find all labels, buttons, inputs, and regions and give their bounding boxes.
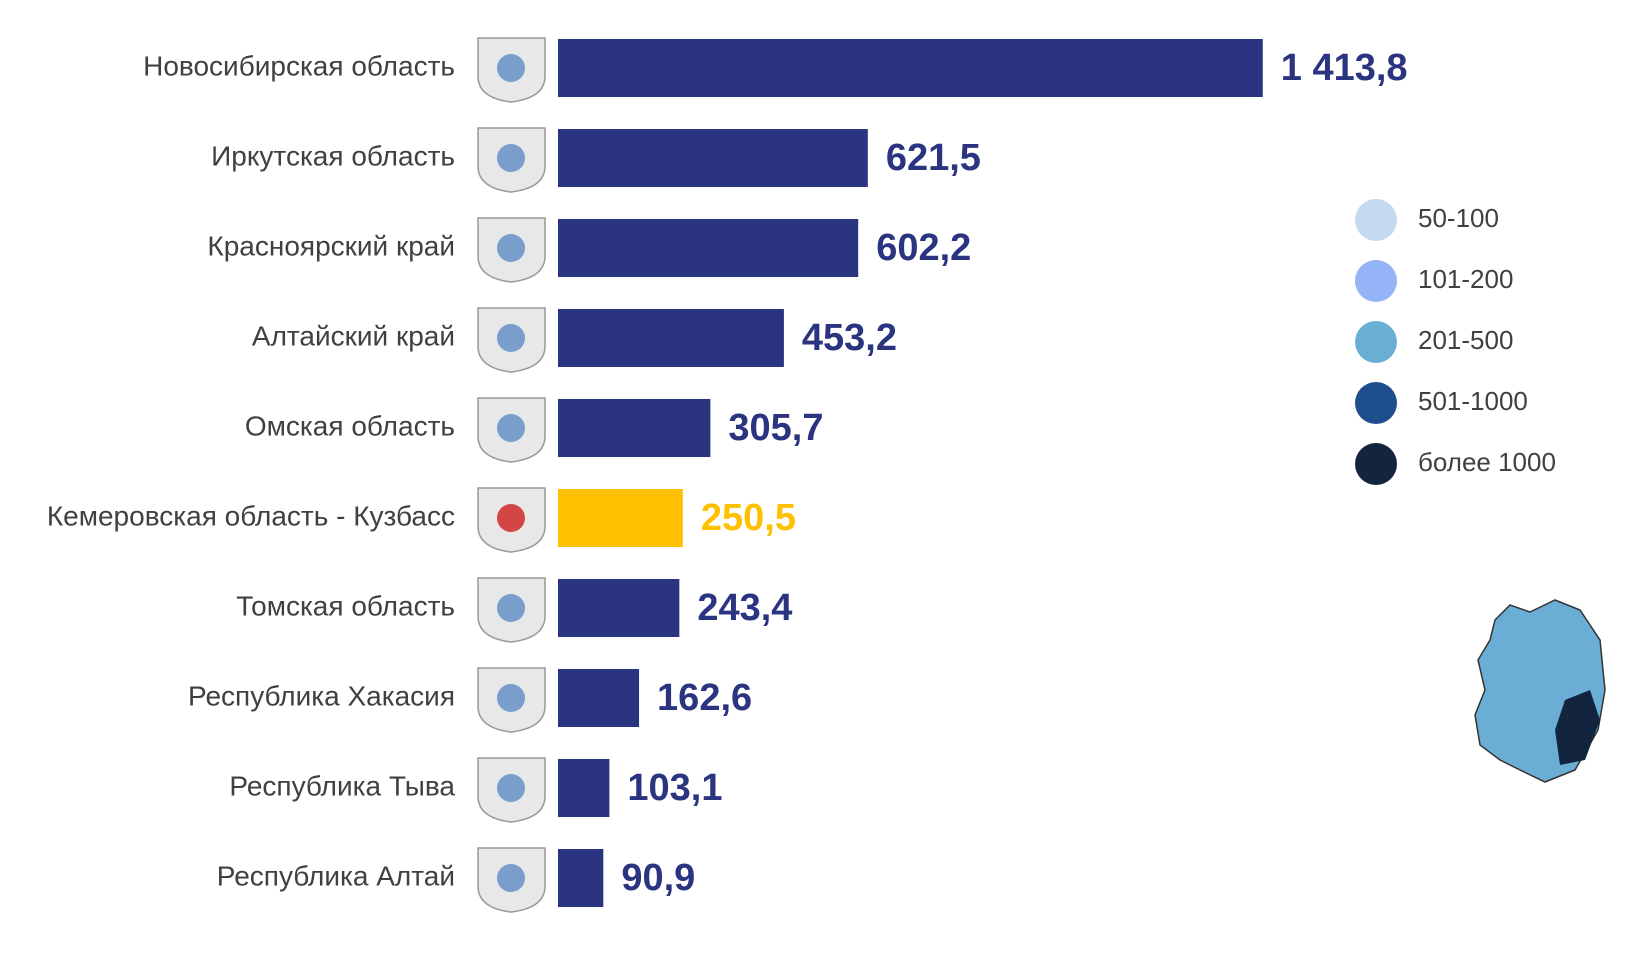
map-region <box>1555 690 1600 765</box>
bar <box>558 759 610 817</box>
emblem-detail <box>497 234 525 262</box>
category-label: Республика Тыва <box>229 770 455 801</box>
value-label: 621,5 <box>886 137 981 179</box>
legend-swatch <box>1355 382 1397 424</box>
emblem-detail <box>497 324 525 352</box>
legend-label: 501-1000 <box>1418 386 1528 416</box>
value-label: 1 413,8 <box>1281 47 1408 89</box>
emblem-detail <box>497 144 525 172</box>
legend-label: более 1000 <box>1418 447 1556 477</box>
bar <box>558 219 859 277</box>
map <box>1474 599 1606 783</box>
legend-label: 50-100 <box>1418 203 1499 233</box>
bar <box>558 579 680 637</box>
emblem-detail <box>497 54 525 82</box>
legend-label: 201-500 <box>1418 325 1513 355</box>
category-label: Красноярский край <box>207 230 455 261</box>
category-label: Алтайский край <box>252 320 455 351</box>
bar <box>558 849 604 907</box>
legend-label: 101-200 <box>1418 264 1513 294</box>
value-label: 453,2 <box>802 317 897 359</box>
value-label: 305,7 <box>728 407 823 449</box>
bar <box>558 129 868 187</box>
legend-swatch <box>1355 199 1397 241</box>
value-label: 243,4 <box>697 587 792 629</box>
value-label: 103,1 <box>627 767 722 809</box>
emblem-detail <box>497 684 525 712</box>
value-label: 90,9 <box>621 857 695 899</box>
category-label: Республика Алтай <box>217 860 455 891</box>
emblem-detail <box>497 414 525 442</box>
bar <box>558 39 1263 97</box>
bar <box>558 309 784 367</box>
emblem-detail <box>497 504 525 532</box>
bar <box>558 489 683 547</box>
legend-swatch <box>1355 260 1397 302</box>
emblem-detail <box>497 594 525 622</box>
category-label: Томская область <box>236 590 455 621</box>
value-label: 250,5 <box>701 497 796 539</box>
category-label: Республика Хакасия <box>188 680 455 711</box>
category-label: Иркутская область <box>211 140 455 171</box>
legend-swatch <box>1355 321 1397 363</box>
emblem-detail <box>497 864 525 892</box>
legend-swatch <box>1355 443 1397 485</box>
category-label: Кемеровская область - Кузбасс <box>47 500 455 531</box>
value-label: 602,2 <box>876 227 971 269</box>
bar <box>558 669 640 727</box>
bar <box>558 399 711 457</box>
category-label: Новосибирская область <box>143 50 455 81</box>
category-label: Омская область <box>245 410 455 441</box>
value-label: 162,6 <box>657 677 752 719</box>
emblem-detail <box>497 774 525 802</box>
